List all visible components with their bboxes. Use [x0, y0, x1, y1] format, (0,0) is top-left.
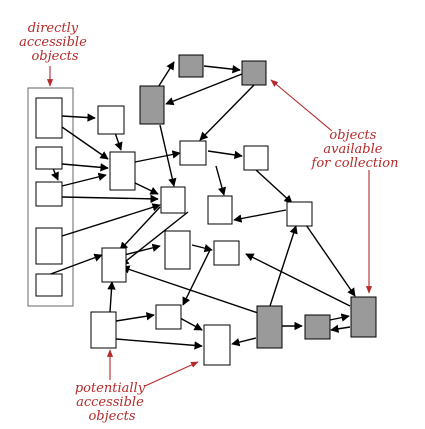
- potential-label-line-2: accessible: [76, 395, 144, 410]
- edge: [231, 337, 257, 347]
- edge: [119, 206, 161, 251]
- root-object: [35, 273, 63, 297]
- edge: [120, 211, 189, 266]
- edge: [61, 113, 96, 122]
- heap-object: [97, 105, 125, 135]
- root-object: [35, 181, 63, 207]
- roots-label-line-2: accessible: [19, 35, 87, 50]
- edge: [330, 324, 351, 333]
- edge: [199, 84, 255, 141]
- potential-annotation-arrow-right: [144, 361, 199, 387]
- heap-object: [179, 140, 207, 166]
- edge: [61, 163, 109, 172]
- collectible-object: [241, 60, 267, 86]
- heap-object: [207, 195, 233, 225]
- edge: [245, 253, 351, 307]
- potentially-accessible-object: [203, 324, 231, 366]
- edge: [61, 203, 161, 237]
- edge: [233, 209, 287, 223]
- collectible-object: [139, 85, 165, 125]
- edge: [269, 225, 298, 307]
- heap-object: [109, 151, 136, 191]
- collectible-object: [350, 296, 377, 338]
- root-object: [35, 97, 63, 139]
- edge: [191, 244, 213, 253]
- potentially-accessible-object: [90, 311, 117, 349]
- edge: [159, 124, 177, 187]
- heap-object: [243, 145, 269, 171]
- edge: [255, 169, 293, 204]
- edge: [115, 338, 203, 350]
- edge: [329, 313, 350, 322]
- collectible-objects: [139, 54, 377, 349]
- edge: [107, 281, 116, 313]
- potential-label: potentially accessible objects: [75, 381, 149, 424]
- root-object: [35, 146, 63, 170]
- roots-label-line-3: objects: [31, 49, 78, 64]
- heap-object: [286, 201, 313, 227]
- potential-label-line-3: objects: [88, 409, 135, 424]
- edge: [121, 265, 259, 314]
- potential-label-line-1: potentially: [75, 381, 146, 396]
- collectible-object: [304, 314, 331, 340]
- edge: [207, 150, 243, 160]
- edge: [47, 253, 103, 276]
- edge: [115, 312, 155, 322]
- heap-objects: [90, 105, 313, 366]
- edge: [303, 221, 356, 297]
- edge: [215, 165, 227, 196]
- garbage-label-line-1: objects: [329, 128, 376, 143]
- edge: [61, 172, 107, 187]
- garbage-label: objects available for collection: [311, 128, 399, 171]
- edge: [61, 126, 109, 160]
- root-object: [35, 227, 63, 265]
- garbage-annotation-arrow-top: [270, 79, 333, 132]
- edge: [179, 317, 203, 331]
- edge: [61, 194, 159, 204]
- heap-object: [164, 230, 191, 270]
- root-objects: [35, 97, 63, 297]
- heap-object: [213, 240, 240, 266]
- heap-object: [155, 304, 182, 330]
- edge: [119, 243, 161, 257]
- roots-label-line-1: directly: [28, 21, 79, 36]
- edge: [203, 64, 241, 74]
- collectible-object: [178, 54, 204, 78]
- roots-label: directly accessible objects: [19, 21, 91, 64]
- heap-object: [160, 186, 186, 214]
- edge: [134, 150, 181, 163]
- edge: [134, 182, 159, 195]
- edge: [182, 249, 211, 306]
- collectible-object: [256, 305, 283, 349]
- edge: [165, 73, 243, 106]
- garbage-label-line-3: for collection: [311, 156, 399, 171]
- heap-object: [101, 247, 127, 283]
- garbage-label-line-2: available: [323, 142, 382, 157]
